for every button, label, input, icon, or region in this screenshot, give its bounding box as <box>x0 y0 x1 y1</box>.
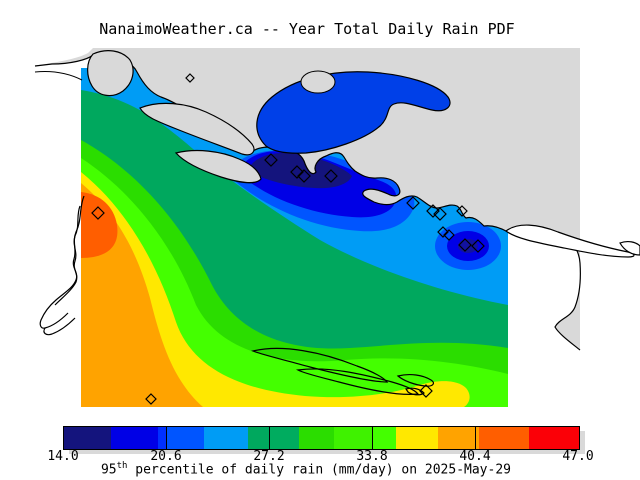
station-diamond-marker <box>456 205 468 217</box>
band-yellow <box>81 172 470 407</box>
bay-islet <box>300 70 336 94</box>
colorbar-value-label: 33.8 <box>356 449 388 464</box>
colorbar-segment <box>204 427 248 449</box>
station-diamond-marker <box>324 169 338 183</box>
colorbar-segment <box>438 427 479 449</box>
colorbar-segment <box>270 427 299 449</box>
bay-inlet <box>256 71 451 154</box>
station-markers <box>91 73 485 405</box>
colorbar-segment <box>248 427 270 449</box>
station-diamond-marker <box>185 73 195 83</box>
island-corner <box>87 50 134 97</box>
colorbar-segment <box>299 427 334 449</box>
island-white-east-tip <box>619 240 640 256</box>
station-diamond-marker <box>145 393 157 405</box>
caption-rest: percentile of daily rain (mm/day) on 202… <box>127 462 511 478</box>
caption-superscript: th <box>116 461 128 471</box>
colorbar <box>63 426 580 450</box>
colorbar-value-label: 20.6 <box>150 449 182 464</box>
colorbar-segment <box>396 427 438 449</box>
station-diamond-marker <box>471 239 485 253</box>
station-diamond-marker <box>426 204 440 218</box>
west-coastlines <box>39 195 85 336</box>
colorbar-value-label: 40.4 <box>459 449 491 464</box>
station-diamond-marker <box>406 196 420 210</box>
bottom-island-outlines <box>251 347 435 396</box>
colorbar-segment <box>529 427 579 449</box>
station-diamond-marker <box>433 207 447 221</box>
station-diamond-marker <box>290 165 304 179</box>
colorbar-segment <box>167 427 204 449</box>
colorbar-tick <box>475 426 476 450</box>
colorbar-value-label: 27.2 <box>253 449 285 464</box>
inlet-channel-line <box>34 71 83 81</box>
station-diamond-marker <box>91 206 105 220</box>
colorbar-segment <box>479 427 529 449</box>
station-diamond-marker <box>437 226 449 238</box>
island-white-east <box>505 224 635 258</box>
colorbar-tick <box>372 426 373 450</box>
colorbar-value-label: 14.0 <box>47 449 79 464</box>
colorbar-tick <box>269 426 270 450</box>
colorbar-segment <box>111 427 158 449</box>
island-pincer-north <box>139 102 255 156</box>
caption-prefix: 95 <box>100 462 117 478</box>
colorbar-value-label: 47.0 <box>562 449 594 464</box>
station-diamond-marker <box>264 153 278 167</box>
colorbar-segment <box>334 427 373 449</box>
station-diamond-marker <box>443 229 455 241</box>
colorbar-segment <box>373 427 396 449</box>
colorbar-caption: 95th percentile of daily rain (mm/day) o… <box>0 461 612 477</box>
mainland-landmass <box>35 48 581 350</box>
page-title: NanaimoWeather.ca -- Year Total Daily Ra… <box>99 20 515 38</box>
station-diamond-marker <box>458 238 472 252</box>
colorbar-segment <box>64 427 111 449</box>
colorbar-segment <box>158 427 167 449</box>
colorbar-tick <box>166 426 167 450</box>
island-pincer-south <box>174 149 262 184</box>
band-darkorange-core <box>81 192 118 258</box>
station-diamond-marker <box>297 169 311 183</box>
station-diamond-marker <box>419 384 433 398</box>
blob-core <box>458 239 478 253</box>
